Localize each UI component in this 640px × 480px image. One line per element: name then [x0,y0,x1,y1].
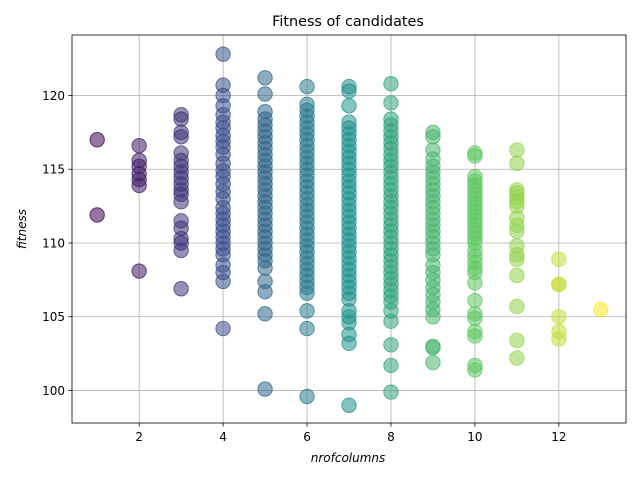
data-point [173,281,189,297]
data-point [383,95,399,111]
data-point [509,251,525,267]
data-point [131,263,147,279]
data-point [215,320,231,337]
data-point [257,86,273,102]
data-point [89,207,105,223]
chart-title: Fitness of candidates [272,14,424,30]
y-axis-ticks: 100 105 110 115 120 [42,89,72,398]
data-point [383,337,399,353]
x-axis-label: nrofcolumns [311,451,386,465]
data-point [509,298,525,315]
data-point [299,78,315,95]
data-point [383,357,399,374]
y-tick-label: 100 [42,384,65,398]
x-tick-label: 2 [135,430,143,444]
data-point [509,332,525,349]
data-point [551,331,567,347]
data-point [131,137,147,154]
data-point [593,301,609,318]
data-point [341,98,357,114]
data-point [257,283,273,300]
data-point [173,194,189,210]
data-point [467,362,483,378]
data-point [425,129,441,145]
y-tick-label: 105 [42,310,65,324]
data-point [341,335,357,352]
data-point [299,320,315,337]
data-point [551,309,567,325]
y-tick-label: 115 [42,163,65,177]
data-point [257,70,273,86]
data-point [509,267,525,284]
data-point [173,111,189,127]
data-point [509,155,525,172]
data-point [509,223,525,239]
data-point [299,388,315,405]
data-point [215,46,231,62]
data-point [299,303,315,319]
data-point [467,148,483,164]
x-tick-label: 4 [219,430,227,444]
data-point [341,397,357,413]
y-tick-label: 120 [42,89,65,103]
data-point [425,340,441,356]
data-point [89,132,105,148]
data-point [467,310,483,326]
data-point [467,275,483,291]
data-point [551,251,567,267]
x-tick-label: 12 [551,430,566,444]
data-point [173,242,189,259]
x-tick-label: 6 [303,430,311,444]
x-tick-label: 10 [467,430,482,444]
data-point [131,177,147,194]
data-points [89,46,609,413]
x-tick-label: 8 [387,430,395,444]
data-point [467,328,483,344]
data-point [425,354,441,371]
y-tick-label: 110 [42,236,65,250]
plot-area-frame [71,34,627,424]
data-point [215,273,231,290]
data-point [551,276,567,293]
data-point [299,285,315,301]
data-point [257,306,273,322]
y-axis-label: fitness [15,209,29,249]
data-point [383,384,399,400]
data-point [467,292,483,309]
data-point [383,75,399,92]
data-point [509,350,525,366]
data-point [257,381,273,397]
data-point [425,309,441,325]
data-point [341,83,357,99]
data-point [383,313,399,329]
data-point [173,129,189,145]
x-axis-ticks: 2 4 6 8 10 12 [135,423,566,444]
data-point [257,260,273,276]
data-point [509,142,525,158]
